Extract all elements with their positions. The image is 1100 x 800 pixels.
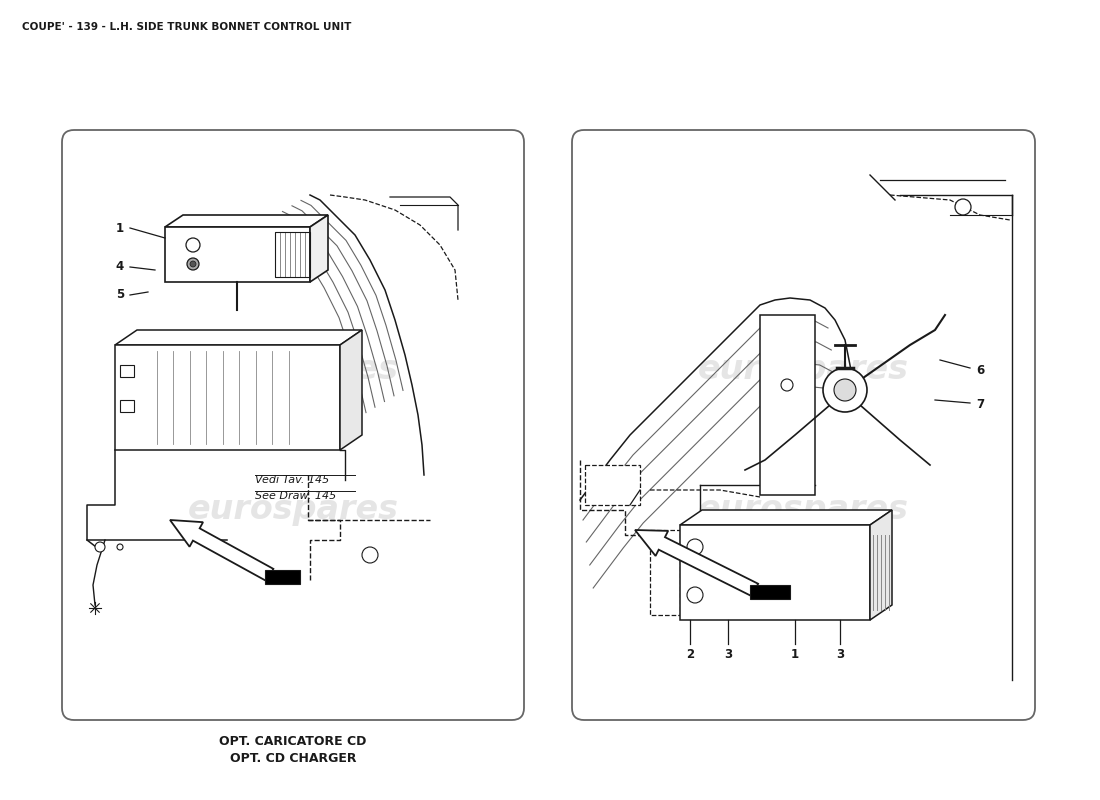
Circle shape bbox=[362, 547, 378, 563]
FancyArrow shape bbox=[635, 530, 758, 596]
Circle shape bbox=[834, 379, 856, 401]
Text: 1: 1 bbox=[116, 222, 124, 234]
FancyBboxPatch shape bbox=[572, 130, 1035, 720]
Bar bbox=[760, 315, 815, 495]
Circle shape bbox=[95, 542, 104, 552]
FancyBboxPatch shape bbox=[62, 130, 524, 720]
Bar bbox=[120, 400, 134, 412]
Text: OPT. CARICATORE CD: OPT. CARICATORE CD bbox=[219, 735, 366, 748]
Text: 4: 4 bbox=[116, 261, 124, 274]
Bar bbox=[585, 465, 640, 505]
Circle shape bbox=[187, 258, 199, 270]
Text: 5: 5 bbox=[116, 289, 124, 302]
Text: eurospares: eurospares bbox=[187, 354, 398, 386]
Bar bbox=[750, 585, 790, 599]
Text: 1: 1 bbox=[791, 648, 799, 661]
Polygon shape bbox=[165, 227, 310, 282]
Circle shape bbox=[186, 238, 200, 252]
Text: 3: 3 bbox=[724, 648, 733, 661]
Polygon shape bbox=[310, 215, 328, 282]
Circle shape bbox=[190, 261, 196, 267]
Circle shape bbox=[955, 199, 971, 215]
Text: eurospares: eurospares bbox=[187, 494, 398, 526]
Polygon shape bbox=[680, 510, 892, 525]
Polygon shape bbox=[165, 215, 328, 227]
Text: eurospares: eurospares bbox=[697, 494, 909, 526]
Polygon shape bbox=[116, 330, 362, 345]
Circle shape bbox=[688, 539, 703, 555]
Text: eurospares: eurospares bbox=[697, 354, 909, 386]
Bar bbox=[265, 570, 300, 584]
Text: Vedi Tav. 145: Vedi Tav. 145 bbox=[255, 475, 329, 485]
Polygon shape bbox=[870, 510, 892, 620]
FancyArrow shape bbox=[170, 520, 274, 581]
Circle shape bbox=[688, 587, 703, 603]
Text: 2: 2 bbox=[686, 648, 694, 661]
Bar bbox=[275, 232, 310, 277]
Polygon shape bbox=[340, 330, 362, 450]
Polygon shape bbox=[680, 525, 870, 620]
Text: See Draw. 145: See Draw. 145 bbox=[255, 491, 337, 501]
Text: OPT. CD CHARGER: OPT. CD CHARGER bbox=[230, 752, 356, 765]
Text: 3: 3 bbox=[836, 648, 844, 661]
Polygon shape bbox=[116, 345, 340, 450]
Text: 6: 6 bbox=[976, 363, 984, 377]
Circle shape bbox=[823, 368, 867, 412]
Text: COUPE' - 139 - L.H. SIDE TRUNK BONNET CONTROL UNIT: COUPE' - 139 - L.H. SIDE TRUNK BONNET CO… bbox=[22, 22, 351, 32]
Bar bbox=[650, 530, 680, 615]
Bar bbox=[120, 365, 134, 377]
Text: 7: 7 bbox=[976, 398, 984, 411]
Circle shape bbox=[781, 379, 793, 391]
Circle shape bbox=[117, 544, 123, 550]
